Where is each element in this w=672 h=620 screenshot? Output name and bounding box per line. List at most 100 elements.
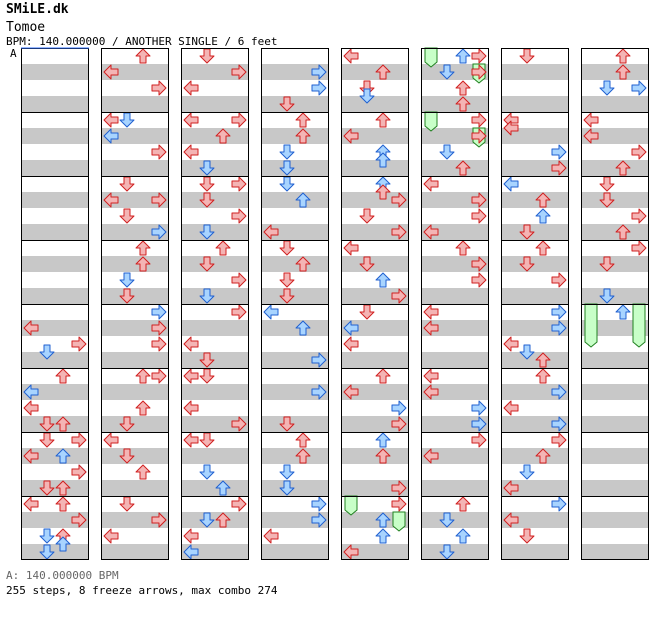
left-arrow [103, 112, 119, 128]
left-arrow [183, 112, 199, 128]
down-arrow [39, 344, 55, 360]
up-arrow [55, 480, 71, 496]
beat-stripe [421, 96, 489, 112]
up-arrow [375, 368, 391, 384]
beat-stripe [501, 256, 569, 272]
up-arrow [375, 528, 391, 544]
beat-stripe [501, 480, 569, 496]
down-arrow [279, 272, 295, 288]
down-arrow [39, 528, 55, 544]
right-arrow [391, 288, 407, 304]
left-arrow [503, 336, 519, 352]
beat-stripe [341, 384, 409, 400]
up-arrow [55, 536, 71, 552]
beat-stripe [101, 256, 169, 272]
right-arrow [631, 240, 647, 256]
beat-stripe [581, 160, 649, 176]
left-arrow [103, 128, 119, 144]
beat-stripe [501, 512, 569, 528]
beat-stripe [501, 320, 569, 336]
beat-stripe [261, 256, 329, 272]
down-arrow [39, 480, 55, 496]
up-arrow [455, 80, 471, 96]
chart-stats: 255 steps, 8 freeze arrows, max combo 27… [6, 584, 278, 597]
beat-stripe [261, 480, 329, 496]
up-arrow [55, 448, 71, 464]
left-arrow [343, 544, 359, 560]
right-arrow [151, 80, 167, 96]
right-arrow [151, 192, 167, 208]
up-arrow [535, 240, 551, 256]
beat-stripe [101, 160, 169, 176]
up-arrow [215, 512, 231, 528]
beat-stripe [21, 544, 89, 560]
up-arrow [535, 208, 551, 224]
right-arrow [471, 128, 487, 144]
up-arrow [215, 240, 231, 256]
left-arrow [503, 400, 519, 416]
up-arrow [615, 224, 631, 240]
beat-stripe [501, 288, 569, 304]
right-arrow [471, 208, 487, 224]
beat-stripe [501, 416, 569, 432]
right-arrow [551, 416, 567, 432]
freeze-arrow-body [584, 303, 598, 348]
left-arrow [183, 368, 199, 384]
beat-stripe [101, 448, 169, 464]
up-arrow [55, 416, 71, 432]
left-arrow [423, 304, 439, 320]
right-arrow [151, 336, 167, 352]
freeze-arrow-body [344, 495, 358, 516]
up-arrow [295, 256, 311, 272]
right-arrow [551, 384, 567, 400]
column-borders [21, 48, 649, 560]
beat-stripe [101, 544, 169, 560]
right-arrow [231, 112, 247, 128]
beat-stripe [181, 96, 249, 112]
beat-stripe [21, 384, 89, 400]
down-arrow [519, 528, 535, 544]
beat-stripe [421, 256, 489, 272]
right-arrow [471, 432, 487, 448]
down-arrow [519, 344, 535, 360]
down-arrow [279, 480, 295, 496]
beat-stripe [181, 544, 249, 560]
up-arrow [55, 496, 71, 512]
beat-stripe [581, 448, 649, 464]
up-arrow [535, 448, 551, 464]
right-arrow [551, 432, 567, 448]
beat-stripe [341, 160, 409, 176]
down-arrow [279, 416, 295, 432]
beat-stripe [101, 416, 169, 432]
beat-stripe [181, 480, 249, 496]
song-title: Tomoe [6, 20, 46, 35]
beat-stripe [501, 224, 569, 240]
right-arrow [631, 144, 647, 160]
left-arrow [263, 304, 279, 320]
right-arrow [391, 400, 407, 416]
down-arrow [599, 176, 615, 192]
down-arrow [199, 256, 215, 272]
beat-stripe [341, 416, 409, 432]
right-arrow [231, 272, 247, 288]
left-arrow [343, 384, 359, 400]
right-arrow [151, 304, 167, 320]
beat-stripe [581, 544, 649, 560]
left-arrow [583, 112, 599, 128]
up-arrow [455, 48, 471, 64]
down-arrow [119, 288, 135, 304]
up-arrow [375, 184, 391, 200]
right-arrow [311, 512, 327, 528]
right-arrow [391, 480, 407, 496]
right-arrow [471, 400, 487, 416]
left-arrow [263, 224, 279, 240]
left-arrow [423, 176, 439, 192]
down-arrow [119, 496, 135, 512]
right-arrow [551, 160, 567, 176]
down-arrow [359, 304, 375, 320]
down-arrow [279, 96, 295, 112]
left-arrow [503, 480, 519, 496]
beat-stripe [21, 480, 89, 496]
beat-stripe [501, 128, 569, 144]
beat-stripe [181, 64, 249, 80]
